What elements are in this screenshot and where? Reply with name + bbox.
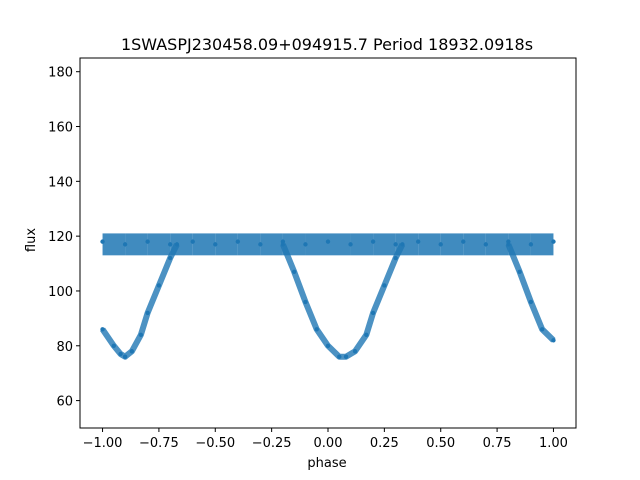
x-tick-label: 1.00	[539, 436, 568, 451]
flux-band-segment	[440, 233, 464, 256]
x-tick-label: −0.50	[195, 436, 235, 451]
flux-band-segment	[102, 233, 126, 256]
flux-band-segment	[147, 233, 171, 256]
flux-band-segment	[215, 233, 238, 256]
y-tick-label: 100	[48, 285, 73, 300]
flux-band-segment	[508, 233, 531, 256]
flux-band-segment	[373, 233, 396, 256]
flux-band-segment	[485, 233, 509, 256]
flux-band-segment	[350, 233, 374, 256]
chart-title: 1SWASPJ230458.09+094915.7 Period 18932.0…	[121, 35, 533, 54]
flux-band-segment	[328, 233, 351, 256]
x-tick-label: 0.25	[370, 436, 399, 451]
x-tick-label: −1.00	[83, 436, 123, 451]
eclipse-curve	[505, 243, 556, 343]
flux-band-segment	[125, 233, 148, 256]
flux-band-segment	[192, 233, 216, 256]
y-tick-label: 120	[48, 230, 73, 245]
eclipse-curve	[280, 243, 406, 360]
x-tick-label: 0.50	[426, 436, 455, 451]
eclipse-curve	[100, 243, 180, 360]
flux-band-segment	[530, 233, 554, 256]
y-tick-label: 60	[56, 395, 73, 410]
y-tick-label: 140	[48, 175, 73, 190]
y-axis-ticks: 60 80 100 120 140 160 180	[48, 66, 80, 410]
flux-band-segment	[463, 233, 486, 256]
flux-band-segment	[305, 233, 328, 256]
y-axis-label: flux	[24, 228, 39, 252]
x-tick-label: −0.25	[252, 436, 292, 451]
y-tick-label: 80	[56, 340, 73, 355]
x-tick-label: −0.75	[139, 436, 179, 451]
y-tick-label: 180	[48, 66, 73, 81]
flux-band-segment	[260, 233, 283, 256]
y-tick-label: 160	[48, 121, 73, 136]
flux-band-segment	[282, 233, 306, 256]
x-tick-label: 0.75	[483, 436, 512, 451]
x-axis-ticks: −1.00 −0.75 −0.50 −0.25 0.00 0.25 0.50 0.75 1.00	[83, 428, 568, 451]
x-tick-label: 0.00	[314, 436, 343, 451]
flux-band-segment	[237, 233, 261, 256]
flux-band-segment	[418, 233, 441, 256]
x-axis-label: phase	[307, 456, 346, 471]
scatter-points	[100, 233, 556, 360]
